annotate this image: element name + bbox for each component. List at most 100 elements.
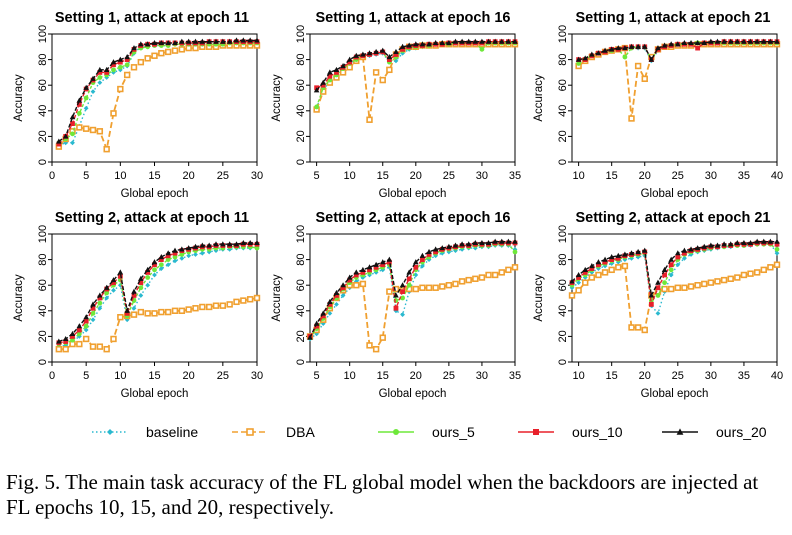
data-point: [199, 250, 205, 256]
data-point: [439, 39, 446, 46]
data-point: [69, 330, 76, 336]
series-ours_20: [569, 238, 780, 298]
y-tick-label: 80: [37, 53, 49, 65]
data-point: [124, 57, 130, 62]
data-point: [400, 46, 405, 52]
data-point: [213, 38, 219, 44]
data-point: [615, 264, 622, 271]
data-point: [220, 241, 226, 247]
data-point: [340, 282, 346, 288]
data-point: [472, 239, 479, 246]
data-point: [340, 63, 346, 69]
x-axis-label: Global epoch: [121, 188, 189, 200]
data-point: [55, 345, 63, 353]
data-point: [687, 283, 695, 290]
data-point: [199, 303, 206, 311]
data-point: [681, 39, 688, 46]
data-point: [103, 146, 110, 153]
data-point: [420, 257, 425, 262]
series-line: [58, 246, 258, 348]
data-point: [773, 261, 781, 268]
x-tick-label: 25: [672, 170, 684, 182]
x-tick-label: 25: [217, 370, 229, 382]
x-tick-label: 20: [183, 370, 195, 382]
data-point: [131, 45, 137, 51]
data-point: [655, 293, 661, 298]
data-point: [104, 295, 110, 301]
data-point: [76, 102, 82, 107]
series-line: [309, 244, 516, 340]
data-point: [634, 324, 642, 331]
data-point: [576, 280, 582, 286]
data-point: [708, 38, 714, 44]
data-point: [485, 271, 492, 279]
data-point: [111, 280, 116, 286]
data-point: [582, 266, 589, 272]
data-point: [90, 310, 96, 316]
data-point: [240, 297, 247, 304]
data-point: [246, 296, 254, 303]
data-point: [379, 259, 386, 265]
data-point: [334, 70, 339, 75]
x-tick-label: 25: [217, 170, 229, 182]
y-tick-label: 0: [557, 359, 569, 365]
data-point: [576, 275, 582, 280]
data-point: [179, 255, 185, 261]
data-point: [90, 89, 96, 94]
data-point: [727, 38, 734, 44]
data-point: [334, 293, 339, 298]
data-point: [226, 241, 233, 247]
data-point: [426, 41, 432, 47]
y-axis-label: Accuracy: [13, 74, 25, 122]
data-point: [426, 248, 432, 255]
data-point: [568, 292, 576, 299]
series-line: [315, 43, 515, 120]
data-point: [97, 75, 103, 80]
data-point: [721, 241, 727, 247]
data-point: [97, 292, 103, 298]
legend-item-DBA: DBA: [232, 424, 315, 440]
y-tick-label: 40: [37, 305, 49, 317]
x-tick-label: 20: [639, 370, 651, 382]
data-point: [465, 38, 472, 44]
y-tick-label: 20: [37, 130, 49, 142]
data-point: [117, 59, 123, 65]
data-point: [327, 310, 333, 316]
y-tick-label: 80: [557, 53, 569, 65]
data-point: [668, 256, 674, 262]
x-tick-label: 10: [344, 370, 356, 382]
data-point: [320, 310, 327, 316]
y-tick-label: 100: [37, 225, 49, 243]
data-point: [602, 259, 608, 265]
chart-title: Setting 2, attack at epoch 21: [575, 210, 770, 226]
data-point: [151, 310, 158, 317]
data-point: [675, 262, 681, 268]
legend-label: ours_10: [572, 424, 623, 440]
data-point: [708, 242, 714, 248]
x-axis-label: Global epoch: [641, 188, 709, 200]
data-point: [63, 140, 69, 146]
y-tick-label: 0: [295, 359, 307, 365]
data-point: [172, 39, 178, 46]
data-point: [333, 66, 340, 72]
data-point: [641, 326, 648, 334]
data-point: [104, 290, 110, 296]
data-point: [144, 310, 151, 317]
data-point: [158, 266, 164, 271]
data-point: [76, 340, 83, 348]
data-point: [313, 320, 320, 326]
y-tick-label: 60: [557, 79, 569, 91]
data-point: [111, 67, 116, 73]
data-point: [165, 257, 171, 262]
data-point: [158, 39, 165, 46]
series-baseline: [569, 241, 780, 316]
y-tick-label: 0: [37, 359, 49, 365]
data-point: [399, 43, 406, 49]
data-point: [226, 301, 233, 308]
data-point: [589, 266, 595, 271]
data-point: [90, 75, 96, 81]
y-tick-label: 100: [557, 25, 569, 43]
x-tick-label: 15: [148, 370, 160, 382]
chart-panel: Setting 1, attack at epoch 21 10 15 20 25 30 3…: [533, 10, 783, 200]
data-point: [327, 73, 333, 79]
